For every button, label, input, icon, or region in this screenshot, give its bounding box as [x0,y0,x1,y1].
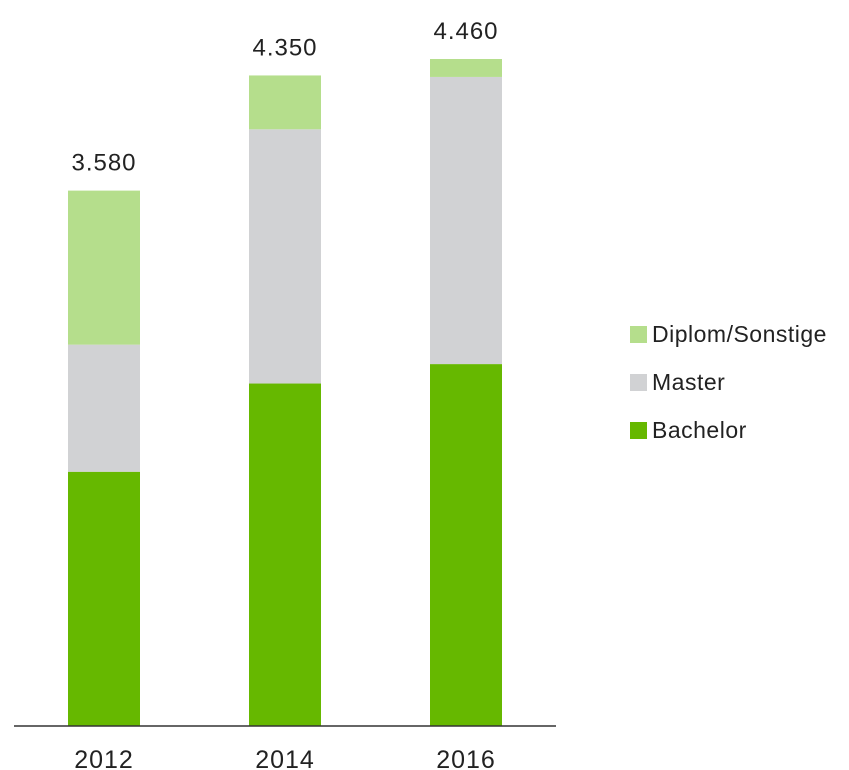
bar-bachelor-2014 [249,383,321,726]
total-label-2012: 3.580 [71,150,136,177]
legend-swatch-diplom-sonstige [630,326,647,343]
legend-swatch-bachelor [630,422,647,439]
x-tick-label-2016: 2016 [436,746,496,770]
bar-diplom-sonstige-2016 [430,59,502,77]
bar-diplom-sonstige-2014 [249,75,321,130]
total-label-2016: 4.460 [433,18,498,45]
legend-label-master: Master [652,369,725,395]
legend-label-diplom-sonstige: Diplom/Sonstige [652,321,827,347]
bar-master-2012 [68,344,140,472]
x-tick-label-2012: 2012 [74,746,134,770]
x-tick-labels: 2012 2014 2016 [74,746,496,770]
bar-bachelor-2016 [430,364,502,726]
bar-master-2016 [430,76,502,365]
total-label-2014: 4.350 [252,34,317,61]
x-tick-label-2014: 2014 [255,746,315,770]
legend-swatch-master [630,374,647,391]
legend-label-bachelor: Bachelor [652,417,747,443]
legend: Diplom/Sonstige Master Bachelor [630,321,827,443]
bar-master-2014 [249,129,321,384]
bar-diplom-sonstige-2012 [68,190,140,345]
total-labels: 3.580 4.350 4.460 [71,18,498,177]
bar-bachelor-2012 [68,471,140,726]
bars-group [68,59,502,726]
